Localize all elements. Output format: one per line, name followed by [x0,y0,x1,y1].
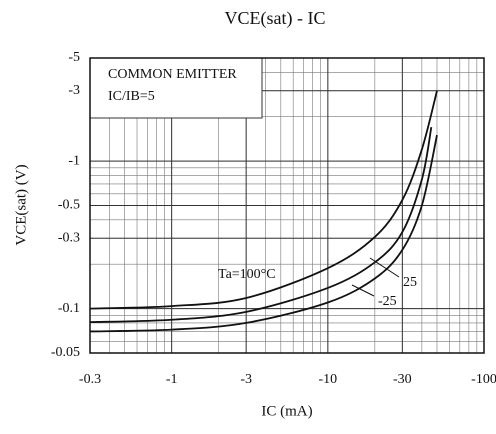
x-axis-label: IC (mA) [261,403,312,419]
x-tick-label: -0.3 [79,372,101,387]
leader-line [369,257,400,278]
chart-title: VCE(sat) - IC [225,8,326,29]
line [89,134,438,333]
plot-frame [89,57,485,354]
y-tick-label: -5 [68,50,80,65]
x-tick-label: -30 [393,372,412,387]
y-tick-label: -0.3 [58,230,80,245]
annotation: IC/IB=5 [108,89,155,104]
y-tick-label: -0.1 [58,301,80,316]
line [89,90,438,310]
series-label: 25 [403,275,417,290]
y-axis-label: VCE(sat) (V) [13,164,29,245]
series-label: Ta=100°C [218,267,276,282]
x-tick-label: -10 [318,372,337,387]
x-tick-label: -3 [240,372,252,387]
annotation: COMMON EMITTER [108,67,237,82]
legend-box [89,57,263,119]
y-tick-label: -1 [68,153,80,168]
y-tick-label: -0.5 [58,198,80,213]
y-tick-label: -3 [68,83,80,98]
series-label: -25 [378,294,397,309]
line [89,126,433,323]
y-tick-label: -0.05 [51,345,80,360]
x-tick-label: -100 [471,372,496,387]
leader-line [351,284,375,297]
x-tick-label: -1 [166,372,178,387]
